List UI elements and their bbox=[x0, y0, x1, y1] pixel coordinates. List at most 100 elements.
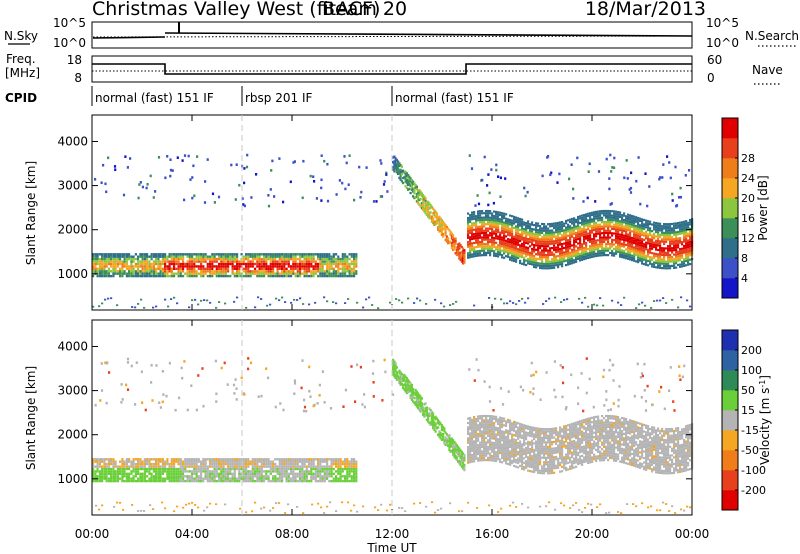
data-cell bbox=[517, 243, 520, 246]
data-cell bbox=[92, 467, 95, 471]
data-cell bbox=[247, 477, 250, 480]
data-cell bbox=[213, 475, 216, 478]
data-cell bbox=[130, 477, 133, 480]
data-cell bbox=[611, 234, 614, 237]
data-cell bbox=[597, 217, 600, 220]
data-cell bbox=[119, 467, 122, 471]
data-cell bbox=[429, 206, 432, 209]
data-cell bbox=[114, 267, 117, 270]
data-cell bbox=[224, 253, 227, 256]
colorbar-tick-label: 20 bbox=[741, 192, 755, 205]
data-cell bbox=[655, 261, 658, 264]
data-cell bbox=[179, 475, 182, 478]
data-cell bbox=[511, 235, 514, 238]
data-cell bbox=[98, 465, 101, 468]
data-cell bbox=[481, 249, 484, 252]
data-cell bbox=[521, 297, 524, 300]
data-cell bbox=[317, 262, 320, 266]
data-cell bbox=[130, 470, 133, 473]
data-cell bbox=[559, 243, 562, 246]
data-cell bbox=[589, 236, 592, 239]
data-cell bbox=[419, 197, 422, 201]
data-cell bbox=[305, 472, 308, 475]
data-cell bbox=[659, 260, 662, 263]
data-cell bbox=[317, 467, 320, 471]
data-cell bbox=[92, 472, 95, 475]
data-cell bbox=[647, 253, 650, 256]
data-cell bbox=[405, 179, 408, 182]
data-cell bbox=[339, 257, 342, 261]
data-cell bbox=[567, 225, 570, 229]
data-cell bbox=[491, 212, 494, 215]
data-cell bbox=[643, 232, 646, 235]
data-cell bbox=[621, 220, 624, 223]
data-cell bbox=[609, 225, 612, 228]
data-cell bbox=[609, 203, 612, 206]
data-cell bbox=[495, 248, 498, 251]
data-cell bbox=[96, 467, 99, 471]
data-cell bbox=[222, 257, 225, 261]
data-cell bbox=[481, 254, 484, 257]
data-cell bbox=[269, 465, 272, 468]
data-cell bbox=[293, 160, 296, 163]
data-cell bbox=[597, 252, 600, 255]
data-cell bbox=[501, 243, 504, 246]
data-cell bbox=[430, 205, 433, 209]
data-cell bbox=[339, 462, 342, 466]
data-cell bbox=[521, 262, 524, 265]
data-cell bbox=[194, 298, 197, 301]
data-cell bbox=[450, 234, 453, 238]
data-cell bbox=[400, 165, 403, 168]
data-cell bbox=[617, 301, 620, 304]
data-cell bbox=[335, 193, 338, 196]
data-cell bbox=[326, 475, 329, 478]
data-cell bbox=[123, 270, 126, 273]
data-cell bbox=[543, 242, 546, 246]
data-cell bbox=[323, 253, 326, 256]
data-cell bbox=[350, 274, 353, 278]
data-cell bbox=[292, 479, 295, 483]
data-cell bbox=[238, 183, 241, 187]
data-cell bbox=[285, 257, 288, 261]
data-cell bbox=[98, 479, 101, 483]
data-cell bbox=[539, 505, 542, 508]
data-cell bbox=[477, 241, 480, 244]
data-cell bbox=[561, 256, 564, 259]
data-cell bbox=[211, 472, 214, 475]
data-cell bbox=[335, 272, 338, 275]
data-cell bbox=[294, 465, 297, 468]
data-cell bbox=[607, 254, 610, 257]
data-cell bbox=[649, 240, 652, 243]
data-cell bbox=[479, 249, 482, 252]
data-cell bbox=[511, 237, 514, 240]
data-cell bbox=[545, 247, 548, 250]
data-cell bbox=[591, 246, 594, 250]
data-cell bbox=[541, 251, 544, 254]
data-cell bbox=[651, 263, 654, 266]
data-cell bbox=[577, 246, 580, 249]
data-cell bbox=[535, 224, 538, 227]
data-cell bbox=[689, 234, 692, 237]
data-cell bbox=[146, 462, 149, 466]
data-cell bbox=[159, 465, 162, 468]
data-cell bbox=[139, 475, 142, 478]
data-cell bbox=[132, 470, 135, 473]
data-cell bbox=[477, 230, 480, 233]
data-cell bbox=[687, 239, 690, 242]
data-cell bbox=[649, 229, 652, 232]
data-cell bbox=[195, 462, 198, 466]
data-cell bbox=[591, 213, 594, 217]
data-cell bbox=[157, 475, 160, 478]
data-cell bbox=[202, 458, 205, 461]
data-cell bbox=[405, 174, 408, 178]
data-cell bbox=[635, 242, 638, 245]
data-cell bbox=[146, 255, 149, 258]
data-cell bbox=[281, 296, 284, 299]
data-cell bbox=[589, 212, 592, 215]
data-cell bbox=[601, 254, 604, 257]
data-cell bbox=[398, 162, 401, 165]
data-cell bbox=[128, 467, 131, 471]
data-cell bbox=[94, 458, 97, 461]
data-cell bbox=[551, 233, 554, 236]
data-cell bbox=[251, 262, 254, 266]
